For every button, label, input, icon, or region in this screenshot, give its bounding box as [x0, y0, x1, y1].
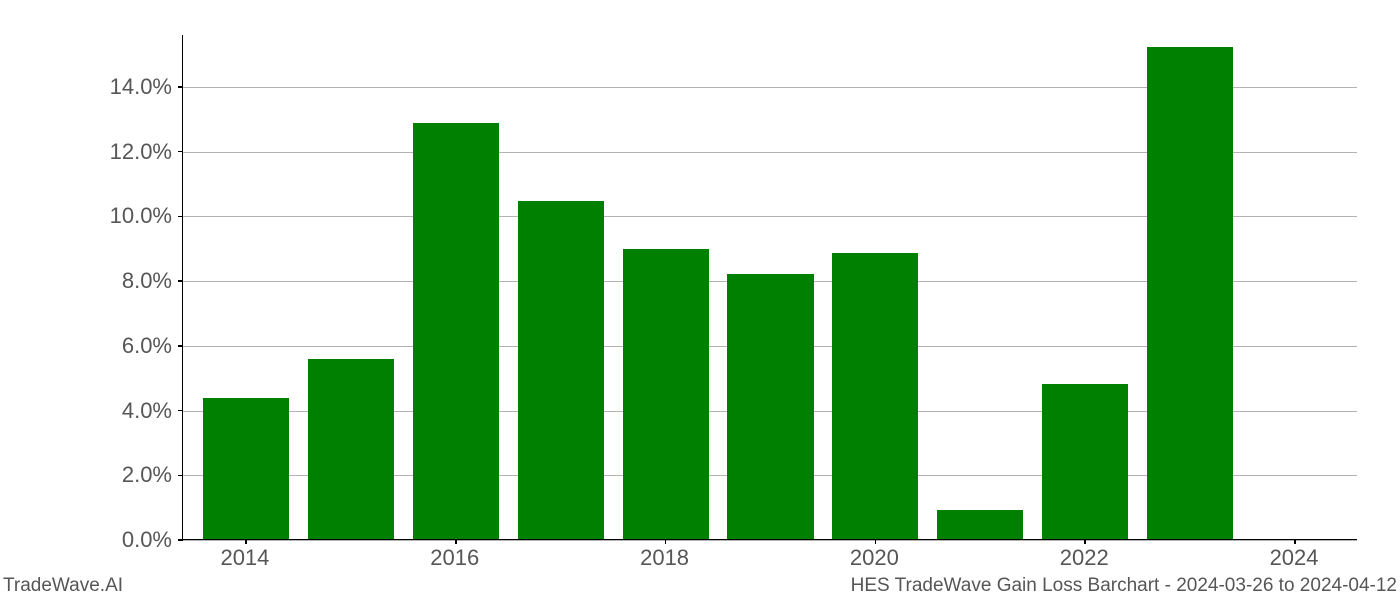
- y-tick-label: 8.0%: [72, 268, 172, 294]
- y-tick-mark: [178, 216, 183, 218]
- y-tick-label: 10.0%: [72, 203, 172, 229]
- footer-right-text: HES TradeWave Gain Loss Barchart - 2024-…: [851, 575, 1397, 597]
- y-tick-mark: [178, 86, 183, 88]
- x-tick-mark: [1084, 539, 1086, 544]
- y-tick-mark: [178, 410, 183, 412]
- bar: [413, 123, 499, 539]
- x-tick-mark: [1294, 539, 1296, 544]
- bar: [1042, 384, 1128, 539]
- bar: [623, 249, 709, 539]
- x-tick-label: 2018: [640, 545, 689, 571]
- y-tick-mark: [178, 539, 183, 541]
- plot-area: [182, 35, 1357, 540]
- y-tick-mark: [178, 345, 183, 347]
- y-tick-mark: [178, 280, 183, 282]
- y-tick-label: 2.0%: [72, 462, 172, 488]
- x-tick-label: 2022: [1060, 545, 1109, 571]
- y-tick-mark: [178, 475, 183, 477]
- bar: [308, 359, 394, 539]
- y-tick-label: 12.0%: [72, 139, 172, 165]
- y-tick-label: 14.0%: [72, 74, 172, 100]
- x-tick-mark: [455, 539, 457, 544]
- x-tick-label: 2020: [850, 545, 899, 571]
- x-tick-label: 2016: [430, 545, 479, 571]
- bar: [203, 398, 289, 539]
- x-tick-label: 2014: [220, 545, 269, 571]
- bar: [1147, 47, 1233, 539]
- x-tick-mark: [875, 539, 877, 544]
- y-tick-label: 4.0%: [72, 398, 172, 424]
- chart-container: TradeWave.AI HES TradeWave Gain Loss Bar…: [0, 0, 1400, 600]
- x-tick-label: 2024: [1270, 545, 1319, 571]
- x-tick-mark: [665, 539, 667, 544]
- bar: [727, 274, 813, 539]
- x-tick-mark: [245, 539, 247, 544]
- bar: [832, 253, 918, 539]
- footer-left-text: TradeWave.AI: [3, 575, 123, 597]
- bar: [518, 201, 604, 539]
- y-tick-label: 6.0%: [72, 333, 172, 359]
- y-tick-label: 0.0%: [72, 527, 172, 553]
- bar: [937, 510, 1023, 539]
- gridline: [183, 540, 1357, 541]
- y-tick-mark: [178, 151, 183, 153]
